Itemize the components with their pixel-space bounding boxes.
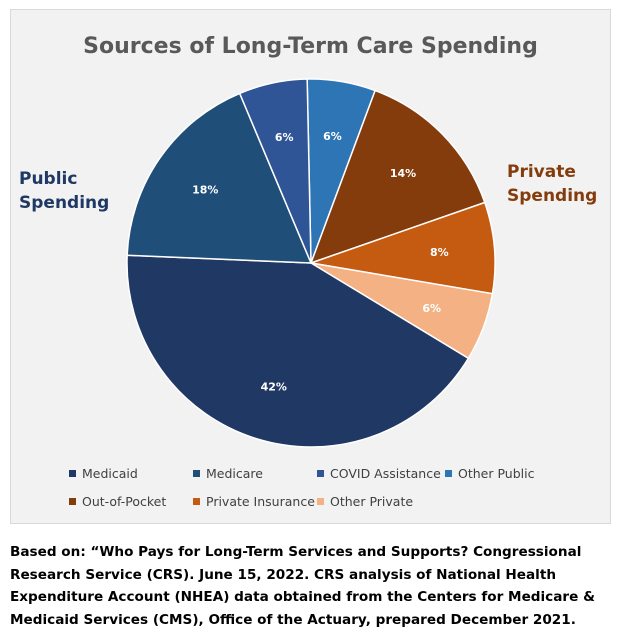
slice-label-out-of-pocket: 14%: [390, 167, 416, 180]
legend-item-covid-assistance: COVID Assistance: [317, 466, 441, 481]
legend-item-medicare: Medicare: [193, 466, 263, 481]
legend-swatch: [69, 498, 76, 505]
slice-label-medicare: 18%: [192, 183, 218, 196]
legend-swatch: [69, 470, 76, 477]
legend-swatch: [317, 498, 324, 505]
slice-label-other-public: 6%: [323, 130, 342, 143]
legend-label: Medicare: [206, 466, 263, 481]
public-spending-line1: Public: [19, 169, 78, 189]
legend-item-out-of-pocket: Out-of-Pocket: [69, 494, 166, 509]
chart-title: Sources of Long-Term Care Spending: [83, 34, 538, 59]
private-spending-line1: Private: [507, 162, 576, 182]
source-note: Based on: “Who Pays for Long-Term Servic…: [10, 544, 595, 628]
legend-swatch: [193, 470, 200, 477]
legend-swatch: [317, 470, 324, 477]
legend-label: Out-of-Pocket: [82, 494, 167, 509]
legend-label: COVID Assistance: [330, 466, 441, 481]
slice-label-private-insurance: 8%: [430, 246, 449, 259]
slice-label-covid-assistance: 6%: [275, 131, 294, 144]
private-spending-label: Private Spending: [507, 160, 597, 208]
legend-label: Private Insurance: [206, 494, 315, 509]
legend-label: Other Private: [330, 494, 414, 509]
chart-panel: Sources of Long-Term Care Spending Publi…: [10, 9, 611, 524]
legend-item-private-insurance: Private Insurance: [193, 494, 315, 509]
slice-medicaid: [126, 254, 470, 448]
legend-swatch: [445, 470, 452, 477]
private-spending-line2: Spending: [507, 186, 598, 206]
slice-covid-assistance: [238, 78, 312, 264]
legend-item-other-public: Other Public: [445, 466, 534, 481]
legend-item-other-private: Other Private: [317, 494, 413, 509]
legend-item-medicaid: Medicaid: [69, 466, 138, 481]
legend-label: Other Public: [458, 466, 535, 481]
slice-label-medicaid: 42%: [261, 380, 287, 393]
slice-out-of-pocket: [309, 89, 486, 265]
slice-private-insurance: [310, 201, 496, 295]
public-spending-line2: Spending: [19, 193, 110, 213]
slice-label-other-private: 6%: [422, 302, 441, 315]
slice-medicare: [126, 92, 313, 264]
pie-chart: 6% 14% 8% 6% 42% 18% 6%: [126, 78, 496, 448]
legend-label: Medicaid: [82, 466, 138, 481]
legend-swatch: [193, 498, 200, 505]
public-spending-label: Public Spending: [19, 167, 109, 215]
